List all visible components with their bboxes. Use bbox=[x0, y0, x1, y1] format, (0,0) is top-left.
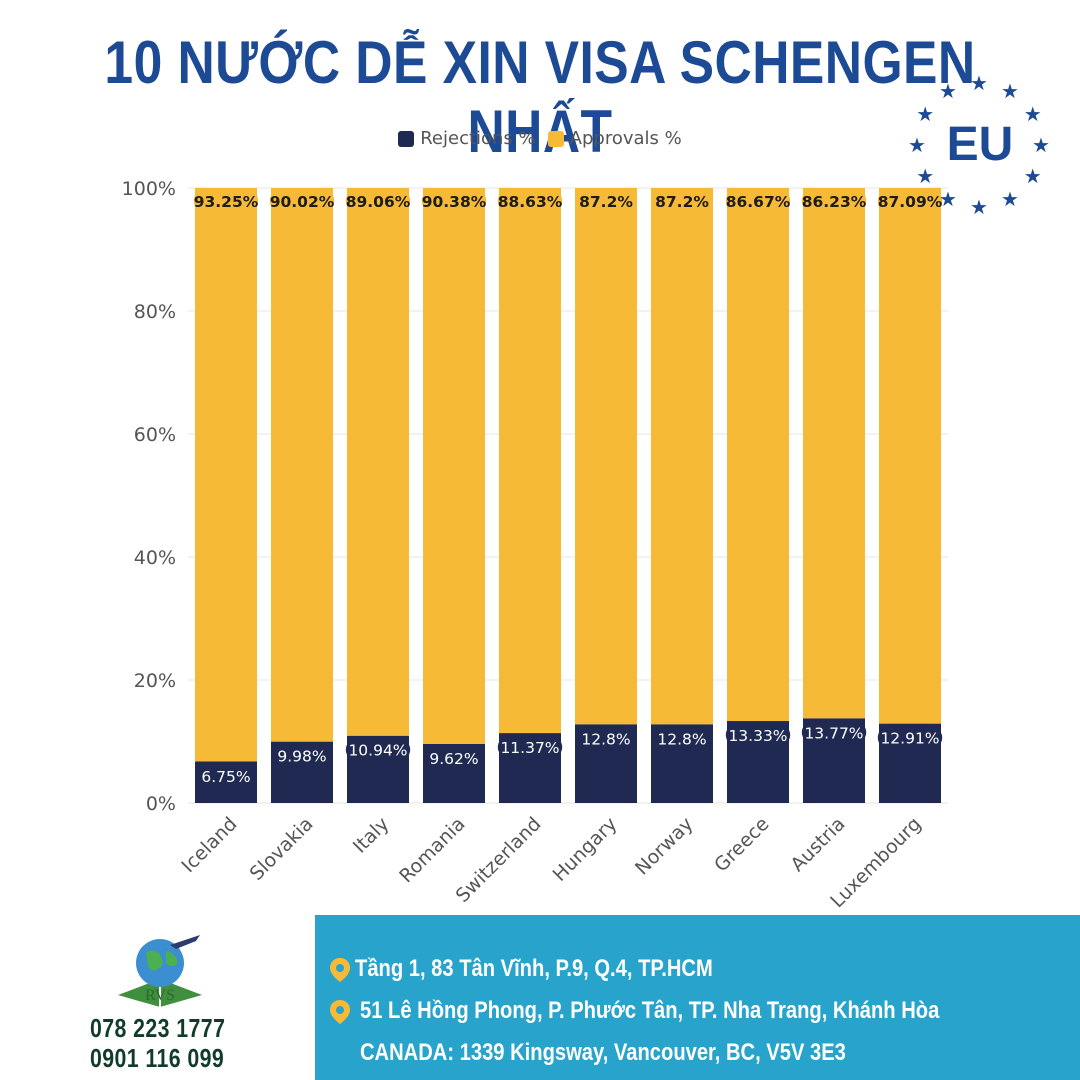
x-tick-label: Hungary bbox=[549, 813, 622, 886]
data-label-rejections: 11.37% bbox=[500, 739, 559, 757]
legend-swatch-approvals bbox=[547, 130, 564, 147]
data-label-bg-rejections bbox=[725, 724, 791, 747]
x-tick-label: Norway bbox=[631, 813, 698, 880]
address-line: 51 Lê Hồng Phong, P. Phước Tân, TP. Nha … bbox=[360, 997, 940, 1024]
legend-swatch-rejections bbox=[398, 130, 415, 147]
x-tick-label: Romania bbox=[395, 813, 469, 887]
y-tick-label: 0% bbox=[146, 793, 176, 815]
data-label-rejections: 9.98% bbox=[277, 748, 326, 766]
y-tick-label: 80% bbox=[134, 301, 176, 323]
star-icon: ★ bbox=[939, 186, 957, 211]
data-label-bg-rejections bbox=[426, 746, 482, 769]
x-tick-label: Austria bbox=[787, 813, 850, 876]
data-label-approvals: 90.38% bbox=[422, 193, 487, 211]
data-label-bg-approvals bbox=[269, 190, 335, 212]
globe-airplane-logo bbox=[118, 935, 202, 1007]
star-icon: ★ bbox=[970, 195, 988, 219]
data-label-approvals: 87.2% bbox=[579, 193, 633, 211]
data-label-approvals: 93.25% bbox=[194, 193, 259, 211]
x-tick-label: Slovakia bbox=[246, 813, 318, 885]
data-label-rejections: 12.8% bbox=[581, 730, 630, 748]
bar-approvals-iceland bbox=[195, 188, 257, 762]
data-label-bg-rejections bbox=[198, 765, 254, 787]
x-tick-label: Italy bbox=[349, 813, 394, 858]
data-label-rejections: 9.62% bbox=[429, 750, 478, 768]
legend-item-approvals: Approvals % bbox=[547, 128, 682, 149]
bar-approvals-norway bbox=[651, 188, 713, 725]
bar-approvals-switzerland bbox=[499, 188, 561, 734]
star-icon: ★ bbox=[1023, 164, 1042, 188]
legend-label-approvals: Approvals % bbox=[569, 128, 682, 149]
star-icon: ★ bbox=[939, 79, 957, 104]
address-line: Tầng 1, 83 Tân Vĩnh, P.9, Q.4, TP.HCM bbox=[355, 955, 713, 982]
bar-approvals-italy bbox=[347, 188, 409, 736]
data-label-rejections: 12.91% bbox=[880, 730, 939, 748]
data-label-bg-rejections bbox=[578, 727, 634, 750]
y-tick-label: 60% bbox=[134, 424, 176, 446]
data-label-bg-approvals bbox=[654, 190, 710, 212]
data-label-bg-rejections bbox=[345, 738, 411, 761]
star-icon: ★ bbox=[970, 71, 988, 95]
y-tick-label: 100% bbox=[122, 178, 176, 200]
map-pin-icon bbox=[330, 1000, 350, 1024]
data-label-approvals: 87.2% bbox=[655, 193, 709, 211]
data-label-bg-approvals bbox=[801, 190, 867, 212]
page-title: 10 NƯỚC DỄ XIN VISA SCHENGEN NHẤT bbox=[104, 29, 976, 165]
logo-text: RVS bbox=[145, 987, 175, 1004]
data-label-approvals: 89.06% bbox=[346, 193, 411, 211]
star-icon: ★ bbox=[908, 133, 926, 157]
data-label-bg-approvals bbox=[421, 190, 487, 212]
bar-approvals-slovakia bbox=[271, 188, 333, 742]
data-label-bg-approvals bbox=[877, 190, 943, 212]
address-line: CANADA: 1339 Kingsway, Vancouver, BC, V5… bbox=[360, 1039, 846, 1066]
star-icon: ★ bbox=[1023, 102, 1042, 126]
data-label-bg-approvals bbox=[578, 190, 634, 212]
x-tick-label: Iceland bbox=[177, 813, 241, 877]
data-label-approvals: 87.09% bbox=[878, 193, 943, 211]
data-label-bg-rejections bbox=[877, 726, 943, 749]
data-label-rejections: 12.8% bbox=[657, 730, 706, 748]
footer-address-panel: Tầng 1, 83 Tân Vĩnh, P.9, Q.4, TP.HCM 51… bbox=[315, 915, 1080, 1080]
data-label-bg-approvals bbox=[193, 190, 259, 212]
phone-number: 078 223 1777 bbox=[90, 1013, 226, 1043]
eu-badge-text: EU bbox=[946, 118, 1014, 171]
data-label-bg-rejections bbox=[801, 721, 867, 744]
phone-number: 0901 116 099 bbox=[90, 1043, 225, 1073]
legend-item-rejections: Rejections % bbox=[398, 128, 536, 149]
x-tick-label: Greece bbox=[710, 813, 773, 876]
y-tick-label: 40% bbox=[134, 547, 176, 569]
y-tick-label: 20% bbox=[134, 670, 176, 692]
star-icon: ★ bbox=[1032, 133, 1050, 157]
data-label-bg-approvals bbox=[497, 190, 563, 212]
bar-approvals-austria bbox=[803, 188, 865, 719]
bar-approvals-greece bbox=[727, 188, 789, 722]
data-label-bg-approvals bbox=[345, 190, 411, 212]
bar-approvals-romania bbox=[423, 188, 485, 744]
data-label-approvals: 88.63% bbox=[498, 193, 563, 211]
data-label-rejections: 10.94% bbox=[348, 742, 407, 760]
chart-legend: Rejections % Approvals % bbox=[0, 128, 1080, 149]
data-label-rejections: 13.77% bbox=[804, 724, 863, 742]
data-label-approvals: 86.67% bbox=[726, 193, 791, 211]
data-label-bg-rejections bbox=[274, 744, 330, 767]
data-label-approvals: 86.23% bbox=[802, 193, 867, 211]
data-label-rejections: 6.75% bbox=[201, 768, 250, 786]
legend-label-rejections: Rejections % bbox=[420, 128, 536, 149]
eu-badge: EU ★ ★ ★ ★ ★ ★ ★ ★ ★ ★ ★ ★ bbox=[900, 65, 1060, 225]
data-label-rejections: 13.33% bbox=[728, 727, 787, 745]
star-icon: ★ bbox=[916, 102, 935, 126]
footer-contact-panel: RVS 078 223 1777 0901 116 099 bbox=[0, 915, 315, 1080]
star-icon: ★ bbox=[1001, 79, 1019, 104]
stacked-bar-chart: 0% 20% 40% 60% 80% 100% 93.25% 6.75% Iceland 90.0… bbox=[122, 178, 948, 912]
data-label-bg-rejections bbox=[654, 727, 710, 750]
bar-approvals-hungary bbox=[575, 188, 637, 725]
data-label-bg-approvals bbox=[725, 190, 791, 212]
star-icon: ★ bbox=[916, 164, 935, 188]
bar-approvals-luxembourg bbox=[879, 188, 941, 724]
map-pin-icon bbox=[330, 958, 350, 982]
star-icon: ★ bbox=[1001, 186, 1019, 211]
data-label-approvals: 90.02% bbox=[270, 193, 335, 211]
data-label-bg-rejections bbox=[497, 736, 563, 759]
